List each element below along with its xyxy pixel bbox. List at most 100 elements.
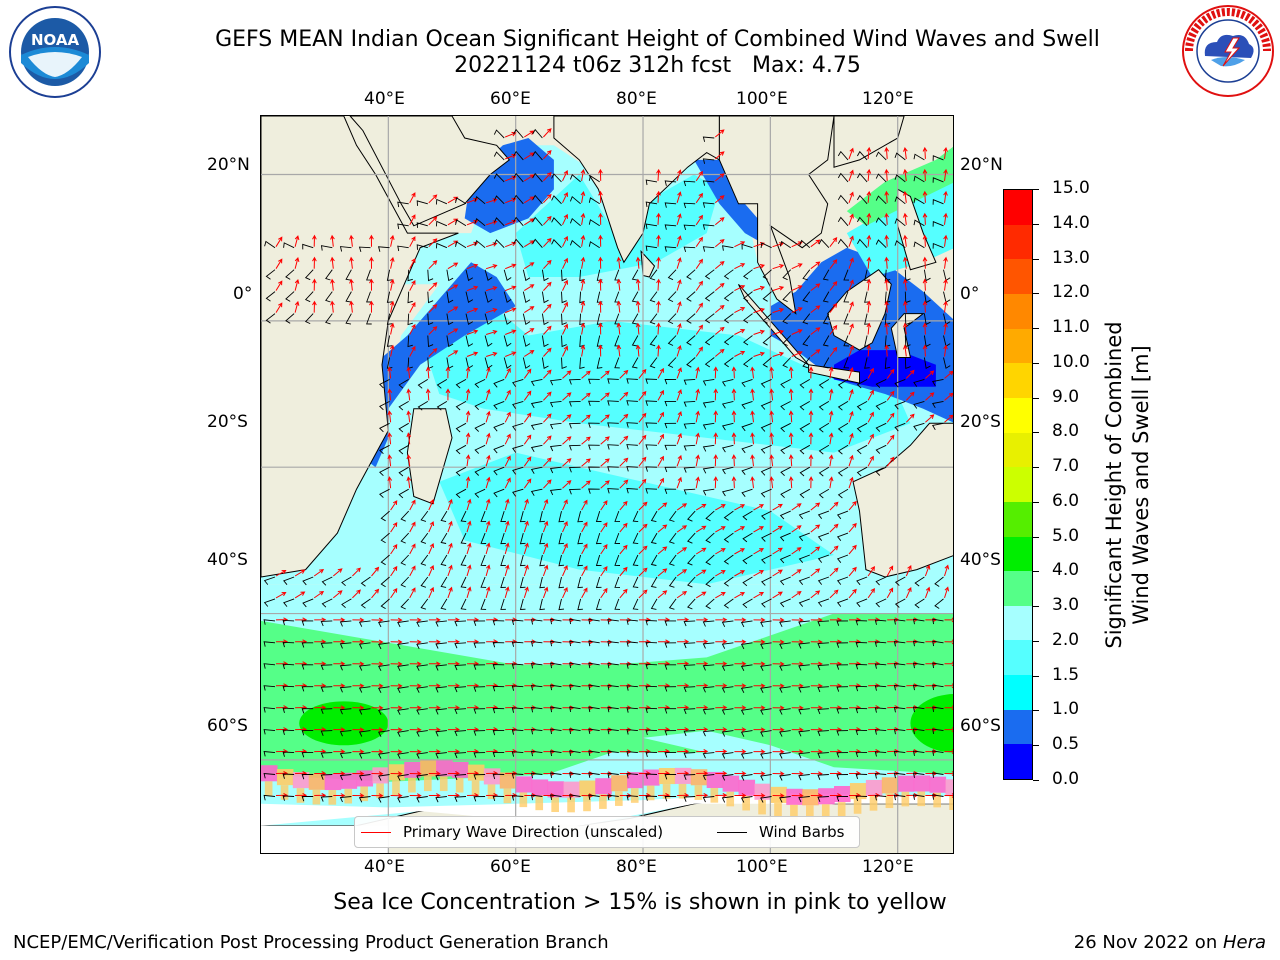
wind-barb <box>474 378 486 389</box>
wind-barb <box>932 618 944 625</box>
wind-barb <box>817 576 830 585</box>
wave-direction-arrow <box>447 727 460 732</box>
wind-barb <box>569 706 581 712</box>
wave-direction-arrow <box>409 727 422 733</box>
wave-direction-arrow <box>638 683 651 689</box>
wind-barb <box>503 291 512 303</box>
wind-barb <box>492 642 505 648</box>
wave-direction-arrow <box>581 392 591 401</box>
wind-barb <box>704 357 715 368</box>
wind-barb <box>561 357 567 370</box>
wave-direction-arrow <box>504 564 510 577</box>
wind-barb <box>446 313 454 326</box>
wind-barb <box>455 197 467 205</box>
wave-direction-arrow <box>275 591 287 599</box>
wind-barb <box>522 269 531 282</box>
wind-barb <box>379 444 390 455</box>
wind-barb <box>493 378 505 388</box>
wave-direction-arrow <box>944 370 953 379</box>
wave-direction-arrow <box>428 771 441 776</box>
wind-barb <box>379 422 390 433</box>
wave-direction-arrow <box>772 617 785 623</box>
wave-direction-arrow <box>275 639 289 645</box>
wind-barb <box>626 707 638 713</box>
wind-barb <box>304 269 314 281</box>
wind-barb <box>741 400 753 410</box>
wave-direction-arrow <box>349 278 354 291</box>
wave-direction-arrow <box>753 570 764 577</box>
wind-barb <box>836 774 849 780</box>
wave-direction-arrow <box>312 256 317 269</box>
wind-barb <box>683 224 696 231</box>
wave-direction-arrow <box>600 544 608 555</box>
wind-barb <box>740 708 753 715</box>
wind-barb <box>358 620 371 627</box>
wave-direction-arrow <box>734 727 747 732</box>
sea-ice-patch <box>547 781 565 798</box>
wind-barb <box>798 576 810 585</box>
wind-barb <box>549 400 562 408</box>
wind-barb <box>702 136 715 142</box>
sea-ice-patch <box>579 780 596 797</box>
wave-direction-arrow <box>944 683 953 689</box>
wave-direction-arrow <box>371 661 384 667</box>
wind-barb <box>818 466 830 477</box>
wave-direction-arrow <box>905 564 912 577</box>
wind-barb <box>320 620 333 627</box>
wave-direction-arrow <box>275 617 289 623</box>
wind-barb <box>454 620 467 627</box>
wind-barb <box>912 772 925 778</box>
wind-barb <box>884 357 891 369</box>
wind-barb <box>705 576 715 588</box>
wave-direction-arrow <box>485 308 498 314</box>
wave-direction-arrow <box>312 278 317 291</box>
wind-barb <box>683 642 696 649</box>
wind-barb <box>931 378 944 387</box>
wave-direction-arrow <box>505 639 518 645</box>
wind-barb <box>263 598 276 607</box>
wind-barb <box>664 774 677 780</box>
land-mass <box>406 408 453 505</box>
wave-direction-arrow <box>447 262 459 270</box>
wave-direction-arrow <box>635 322 641 335</box>
wave-direction-arrow <box>465 432 471 445</box>
wind-barb <box>798 686 810 693</box>
wind-barb <box>427 291 434 304</box>
wave-direction-arrow <box>447 306 459 314</box>
wind-barb <box>645 729 658 736</box>
wave-direction-arrow <box>466 351 479 357</box>
wind-barb <box>943 291 951 304</box>
wind-barb <box>857 172 868 183</box>
wave-direction-arrow <box>466 520 472 533</box>
wind-barb <box>358 246 371 253</box>
wave-direction-arrow <box>543 150 552 160</box>
wave-direction-arrow <box>829 259 838 270</box>
wave-direction-arrow <box>562 279 568 291</box>
legend-item-wave: Primary Wave Direction (unscaled) <box>361 823 663 841</box>
wind-barb <box>864 291 870 303</box>
wind-barb <box>454 686 467 693</box>
wave-direction-arrow <box>676 590 688 599</box>
wind-barb <box>683 686 696 693</box>
colorbar-tick-mark <box>1033 258 1039 260</box>
wave-direction-arrow <box>371 683 384 689</box>
wind-barb <box>607 488 619 494</box>
wave-direction-arrow <box>848 367 854 379</box>
wave-direction-arrow <box>810 502 821 511</box>
wind-barb <box>740 664 753 672</box>
wave-direction-arrow <box>753 727 766 733</box>
wind-barb <box>416 642 428 650</box>
wind-barb <box>843 357 850 369</box>
wave-direction-arrow <box>352 683 365 689</box>
wave-direction-arrow <box>734 705 747 711</box>
wind-barb <box>588 706 600 713</box>
wind-barb <box>549 466 562 474</box>
colorbar-tick-label: 4.0 <box>1052 560 1080 581</box>
wave-direction-arrow <box>616 344 622 357</box>
sea-ice-patch <box>929 776 947 793</box>
wind-barb <box>614 598 621 610</box>
wave-direction-arrow <box>275 683 289 688</box>
wave-direction-arrow <box>562 345 568 357</box>
wind-barb <box>723 532 734 543</box>
wave-direction-arrow <box>715 705 728 710</box>
